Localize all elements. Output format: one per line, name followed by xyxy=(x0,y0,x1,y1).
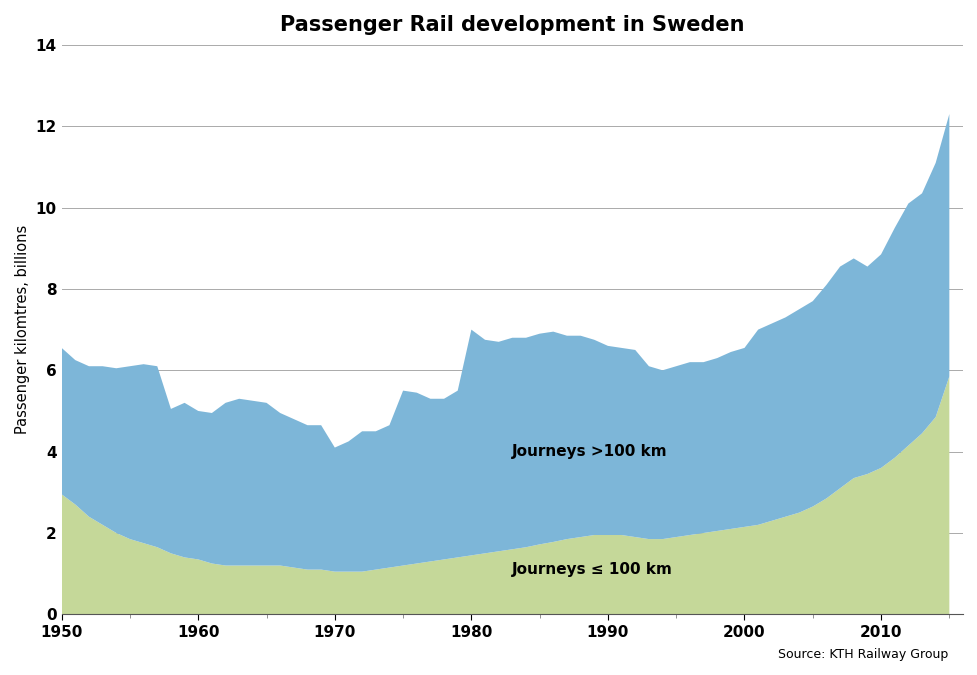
Title: Passenger Rail development in Sweden: Passenger Rail development in Sweden xyxy=(279,15,743,35)
Y-axis label: Passenger kilomtres, billions: Passenger kilomtres, billions xyxy=(15,225,30,434)
Text: Journeys >100 km: Journeys >100 km xyxy=(512,444,667,459)
Text: Journeys ≤ 100 km: Journeys ≤ 100 km xyxy=(512,562,672,577)
Text: Source: KTH Railway Group: Source: KTH Railway Group xyxy=(778,648,948,661)
